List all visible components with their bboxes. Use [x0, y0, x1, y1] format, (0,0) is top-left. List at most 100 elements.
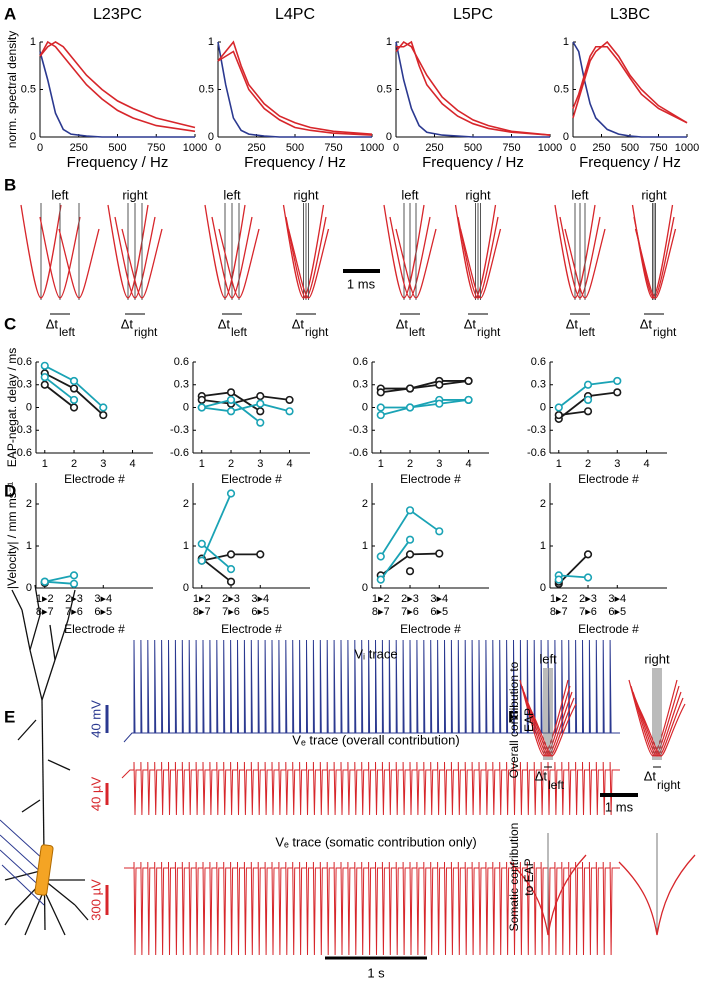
y-tick-label: -0.6: [170, 447, 189, 459]
x-tick-label: 3▸4: [251, 593, 269, 605]
y-tick-label: -0.6: [527, 447, 546, 459]
dt-sub: left: [409, 325, 426, 339]
marker: [40, 373, 49, 382]
dt-label: Δt: [396, 316, 409, 331]
marker: [583, 550, 593, 559]
b-scale-label: 1 ms: [347, 276, 376, 291]
soma-scale-label: 300 µV: [88, 879, 103, 921]
neuron-branch: [4, 909, 16, 926]
marker: [226, 489, 236, 498]
marker: [405, 567, 415, 576]
x-tick-label: 750: [147, 142, 165, 154]
f-soma-trace: [509, 854, 587, 936]
series-line: [217, 50, 373, 136]
b-trace: [204, 204, 246, 299]
y-tick-label: -0.3: [170, 424, 189, 436]
chart-title: L23PC: [93, 6, 142, 23]
y-axis-label: |Velocity| / mm ms⁻¹: [5, 482, 19, 589]
x-axis-label: Frequency / Hz: [244, 154, 346, 171]
f-trace: [521, 685, 571, 757]
x-tick-label: 500: [621, 142, 639, 154]
y-tick-label: 1: [563, 36, 569, 48]
x-tick-label: 6▸5: [94, 606, 112, 618]
x-tick-label: 6▸5: [608, 606, 626, 618]
panel-label: C: [4, 314, 16, 333]
series-line: [572, 40, 688, 124]
series-line: [200, 493, 232, 562]
f-trace: [628, 679, 678, 757]
dt-label: Δt: [46, 316, 59, 331]
f-trace: [636, 703, 686, 757]
x-tick-label: 1▸2: [372, 593, 390, 605]
b-trace: [559, 216, 601, 299]
b-trace: [121, 228, 163, 299]
x-tick-label: 500: [286, 142, 304, 154]
series-line: [572, 41, 687, 138]
x-tick-label: 750: [649, 142, 667, 154]
marker: [376, 575, 385, 584]
y-tick-label: 1: [386, 36, 392, 48]
series-line: [201, 395, 290, 405]
series-line: [572, 45, 688, 124]
b-trace: [454, 204, 497, 299]
chart-title: L5PC: [453, 6, 493, 23]
y-tick-label: 0.6: [17, 356, 32, 368]
x-tick-label: 2▸3: [65, 593, 83, 605]
marker: [405, 550, 415, 559]
y-tick-label: 0.3: [531, 379, 546, 391]
marker: [464, 376, 473, 386]
b-left: left: [571, 187, 589, 202]
y-tick-label: -0.3: [349, 424, 368, 436]
x-tick-label: 1: [42, 458, 48, 470]
marker: [197, 539, 206, 549]
b-trace: [459, 228, 502, 299]
marker: [40, 380, 49, 389]
electrode-line: [0, 834, 45, 876]
x-tick-label: 1000: [675, 142, 699, 154]
y-tick-label: 1: [30, 36, 36, 48]
x-tick-label: 7▸6: [401, 606, 419, 618]
series-line: [217, 41, 372, 138]
marker: [226, 407, 236, 416]
neuron-branch: [49, 624, 56, 661]
marker: [376, 410, 385, 420]
x-tick-label: 1▸2: [193, 593, 211, 605]
time-scale-label: 1 s: [367, 965, 385, 980]
f-trace: [523, 691, 573, 757]
vi-trace: [123, 639, 620, 743]
b-trace: [211, 216, 253, 299]
b-right: right: [465, 187, 491, 202]
marker: [554, 575, 563, 584]
marker: [405, 506, 415, 515]
panel-label: B: [4, 175, 16, 194]
x-tick-label: 7▸6: [579, 606, 597, 618]
b-trace: [631, 204, 674, 299]
y-tick-label: 0: [540, 582, 546, 594]
marker: [40, 361, 49, 370]
dt-sub: right: [477, 325, 501, 339]
series-line: [201, 543, 232, 570]
y-tick-label: -0.6: [349, 447, 368, 459]
x-tick-label: 2: [71, 458, 77, 470]
dt-sub: left: [579, 325, 596, 339]
x-tick-label: 8▸7: [550, 606, 568, 618]
x-tick-label: 3: [614, 458, 620, 470]
dt-label: Δt: [464, 316, 477, 331]
y-tick-label: 0: [30, 131, 36, 143]
x-tick-label: 1: [199, 458, 205, 470]
x-tick-label: 0: [37, 142, 43, 154]
b-right: right: [122, 187, 148, 202]
x-tick-label: 1▸2: [550, 593, 568, 605]
y-tick-label: 0: [563, 131, 569, 143]
neuron-branch: [24, 889, 45, 936]
series-line: [558, 410, 589, 416]
marker: [405, 403, 415, 412]
x-tick-label: 6▸5: [430, 606, 448, 618]
b-right: right: [293, 187, 319, 202]
marker: [256, 407, 265, 416]
x-tick-label: 3▸4: [430, 593, 448, 605]
f-trace: [525, 697, 575, 757]
x-tick-label: 2: [228, 458, 234, 470]
series-line: [395, 40, 551, 136]
dt-label: Δt: [218, 316, 231, 331]
